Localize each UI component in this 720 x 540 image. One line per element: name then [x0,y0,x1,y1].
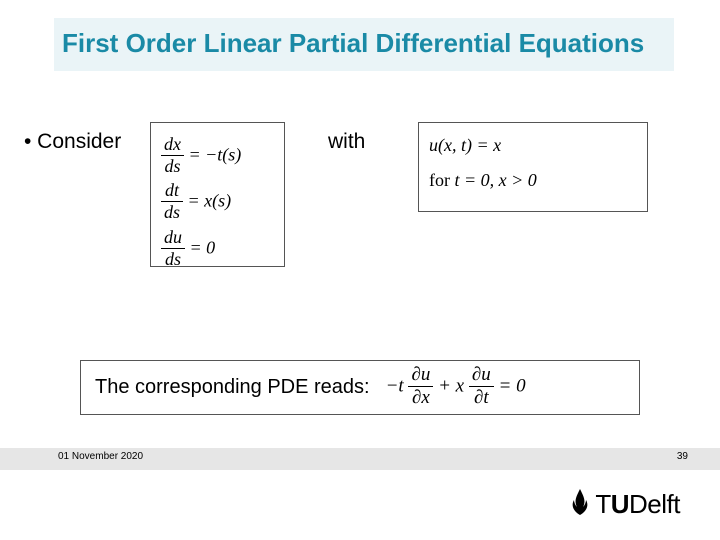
rhs: = −t(s) [184,144,241,164]
frac-du-dt: ∂u ∂t [469,365,494,410]
den: ds [161,202,183,224]
logo-text: TUDelft [595,489,680,520]
pde-tail: = 0 [499,376,526,397]
den: ∂t [469,387,494,410]
flame-icon [569,487,591,522]
pde-equation: −t ∂u ∂x + x ∂u ∂t = 0 [386,365,526,410]
ic-cond: t = 0, x > 0 [455,170,537,190]
frac-du-ds: du ds [161,228,185,270]
num: du [161,228,185,249]
ic-line2: for t = 0, x > 0 [429,170,637,191]
logo-bold: U [611,489,629,519]
pde-plus: + x [438,376,464,397]
footer-date: 01 November 2020 [58,451,143,462]
title-band: First Order Linear Partial Differential … [54,18,674,71]
frac-dx-ds: dx ds [161,135,184,177]
num: dt [161,181,183,202]
initial-condition-box: u(x, t) = x for t = 0, x > 0 [418,122,648,212]
tudelft-logo: TUDelft [569,487,680,522]
num: dx [161,135,184,156]
logo-prefix: T [595,489,610,519]
consider-label: • Consider [24,130,121,153]
eq-dt-ds: dt ds = x(s) [161,181,274,223]
rhs: = x(s) [183,191,231,211]
bullet-consider: • Consider [24,130,121,154]
frac-dt-ds: dt ds [161,181,183,223]
with-label: with [328,130,365,154]
num: ∂u [408,365,433,387]
pde-box: The corresponding PDE reads: −t ∂u ∂x + … [80,360,640,415]
rhs: = 0 [185,237,215,257]
ic-line1: u(x, t) = x [429,135,637,156]
den: ds [161,156,184,178]
den: ∂x [408,387,433,410]
eq-du-ds: du ds = 0 [161,228,274,270]
eq-dx-ds: dx ds = −t(s) [161,135,274,177]
page-title: First Order Linear Partial Differential … [62,28,664,59]
page-number: 39 [677,451,688,462]
num: ∂u [469,365,494,387]
den: ds [161,249,185,271]
system-equations-box: dx ds = −t(s) dt ds = x(s) du ds = 0 [150,122,285,267]
pde-label: The corresponding PDE reads: [81,376,386,399]
logo-suffix: Delft [629,489,680,519]
frac-du-dx: ∂u ∂x [408,365,433,410]
pde-lead: −t [386,376,404,397]
slide: First Order Linear Partial Differential … [0,0,720,540]
ic-for: for [429,170,455,190]
